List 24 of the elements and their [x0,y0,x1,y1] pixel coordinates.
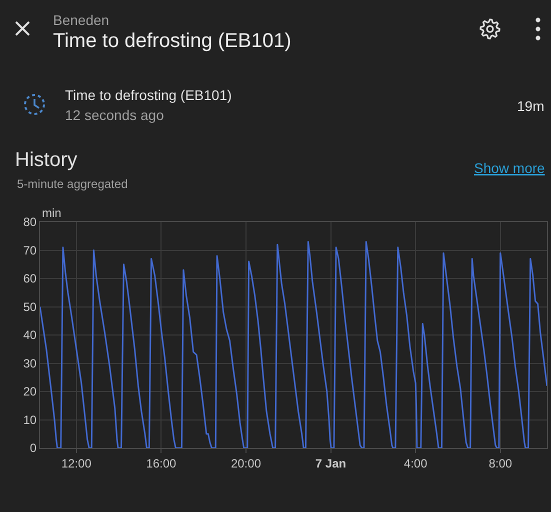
y-tick-label: 40 [23,328,37,342]
x-tick-label: 20:00 [230,456,262,470]
text: 12 seconds ago [65,107,164,123]
text: Show more [474,160,546,176]
x-tick-label: 16:00 [146,456,177,470]
y-axis-title: min [42,206,62,220]
y-tick-label: 30 [23,356,37,370]
y-tick-label: 80 [23,215,37,230]
y-tick-label: 50 [23,300,37,314]
text: Time to defrosting (EB101) [65,87,232,103]
y-tick-label: 60 [23,272,37,286]
x-tick-label: 4:00 [404,456,428,470]
text: 19m [517,98,544,114]
y-tick-label: 10 [23,412,37,427]
x-tick-label: 12:00 [61,456,92,470]
text: Time to defrosting (EB101) [53,30,292,52]
chart-title: History [15,149,78,171]
y-tick-label: 20 [23,384,37,399]
x-tick-label: 8:00 [488,456,512,470]
y-tick-label: 70 [23,243,37,258]
x-tick-label: 7 Jan [315,456,346,470]
y-tick-label: 0 [30,441,37,456]
chart-subtitle: 5-minute aggregated [17,177,128,191]
text: Beneden [53,12,110,28]
